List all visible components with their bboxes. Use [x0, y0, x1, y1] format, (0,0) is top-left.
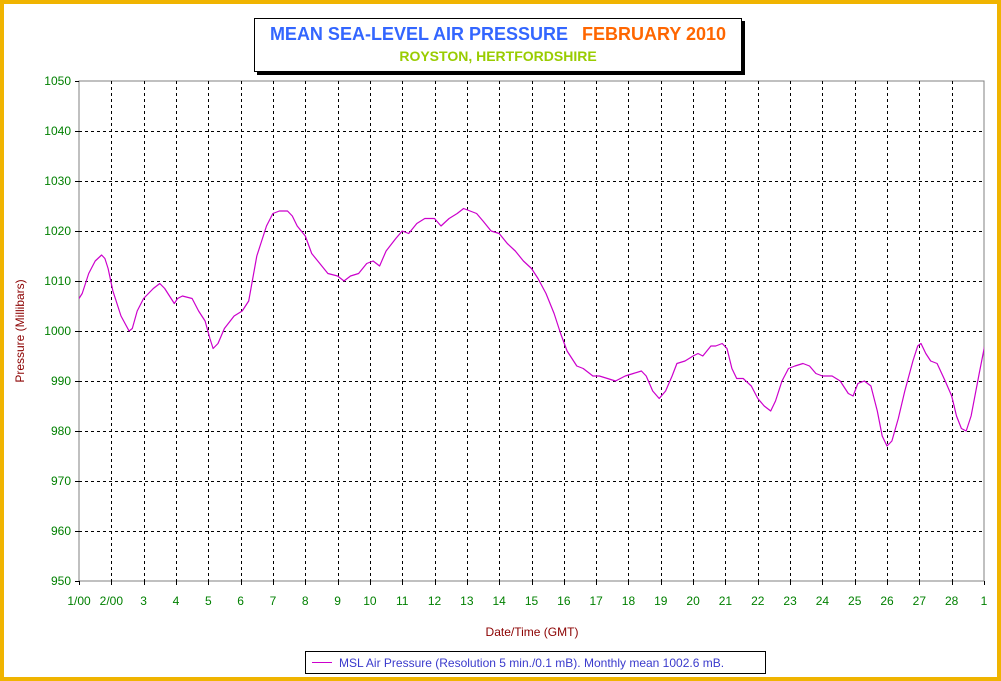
x-tick-label: 19 [654, 594, 668, 608]
y-tick-label: 980 [51, 424, 71, 438]
x-tick-label: 8 [302, 594, 309, 608]
series-line-msl-pressure [79, 207, 984, 447]
y-tick-label: 990 [51, 374, 71, 388]
grid [79, 81, 984, 581]
title-line: MEAN SEA-LEVEL AIR PRESSURE FEBRUARY 2010 [255, 24, 741, 45]
x-tick-label: 11 [396, 594, 409, 608]
x-axis-title: Date/Time (GMT) [486, 625, 579, 639]
legend-swatch [312, 662, 332, 663]
axis-ticks [75, 81, 985, 585]
y-tick-label: 960 [51, 524, 71, 538]
x-tick-label: 18 [622, 594, 636, 608]
x-tick-label: 26 [880, 594, 894, 608]
legend: MSL Air Pressure (Resolution 5 min./0.1 … [305, 651, 766, 674]
x-tick-label: 12 [428, 594, 442, 608]
y-tick-label: 1010 [44, 274, 71, 288]
series-layer [79, 207, 984, 447]
x-tick-label: 4 [173, 594, 180, 608]
x-tick-label: 16 [557, 594, 571, 608]
chart-period: FEBRUARY 2010 [581, 24, 727, 44]
x-tick-label: 7 [270, 594, 277, 608]
y-tick-label: 1020 [44, 224, 71, 238]
x-tick-label: 9 [334, 594, 341, 608]
y-axis-title: Pressure (Millibars) [13, 279, 27, 382]
x-tick-label: 14 [492, 594, 506, 608]
x-tick-label: 23 [783, 594, 797, 608]
title-box: MEAN SEA-LEVEL AIR PRESSURE FEBRUARY 2010… [254, 18, 742, 72]
y-tick-label: 1000 [44, 324, 71, 338]
chart-title: MEAN SEA-LEVEL AIR PRESSURE [269, 24, 568, 44]
x-tick-label: 1 [981, 594, 988, 608]
x-tick-label: 6 [237, 594, 244, 608]
legend-label: MSL Air Pressure (Resolution 5 min./0.1 … [339, 655, 725, 670]
y-tick-label: 1030 [44, 174, 71, 188]
x-tick-label: 2/00 [100, 594, 124, 608]
y-tick-label: 1040 [44, 124, 71, 138]
x-tick-label: 28 [945, 594, 959, 608]
x-tick-label: 21 [719, 594, 733, 608]
x-tick-label: 3 [140, 594, 147, 608]
x-tick-label: 5 [205, 594, 212, 608]
x-tick-label: 22 [751, 594, 765, 608]
tick-labels: 9509609709809901000101010201030104010501… [44, 74, 987, 608]
x-tick-label: 17 [589, 594, 603, 608]
x-tick-label: 1/00 [67, 594, 91, 608]
y-tick-label: 1050 [44, 74, 71, 88]
y-tick-label: 950 [51, 574, 71, 588]
x-tick-label: 20 [686, 594, 700, 608]
x-tick-label: 10 [363, 594, 377, 608]
x-tick-label: 27 [913, 594, 927, 608]
y-tick-label: 970 [51, 474, 71, 488]
chart-subtitle: ROYSTON, HERTFORDSHIRE [399, 48, 597, 64]
x-tick-label: 25 [848, 594, 862, 608]
x-tick-label: 15 [525, 594, 539, 608]
x-tick-label: 24 [816, 594, 830, 608]
x-tick-label: 13 [460, 594, 474, 608]
